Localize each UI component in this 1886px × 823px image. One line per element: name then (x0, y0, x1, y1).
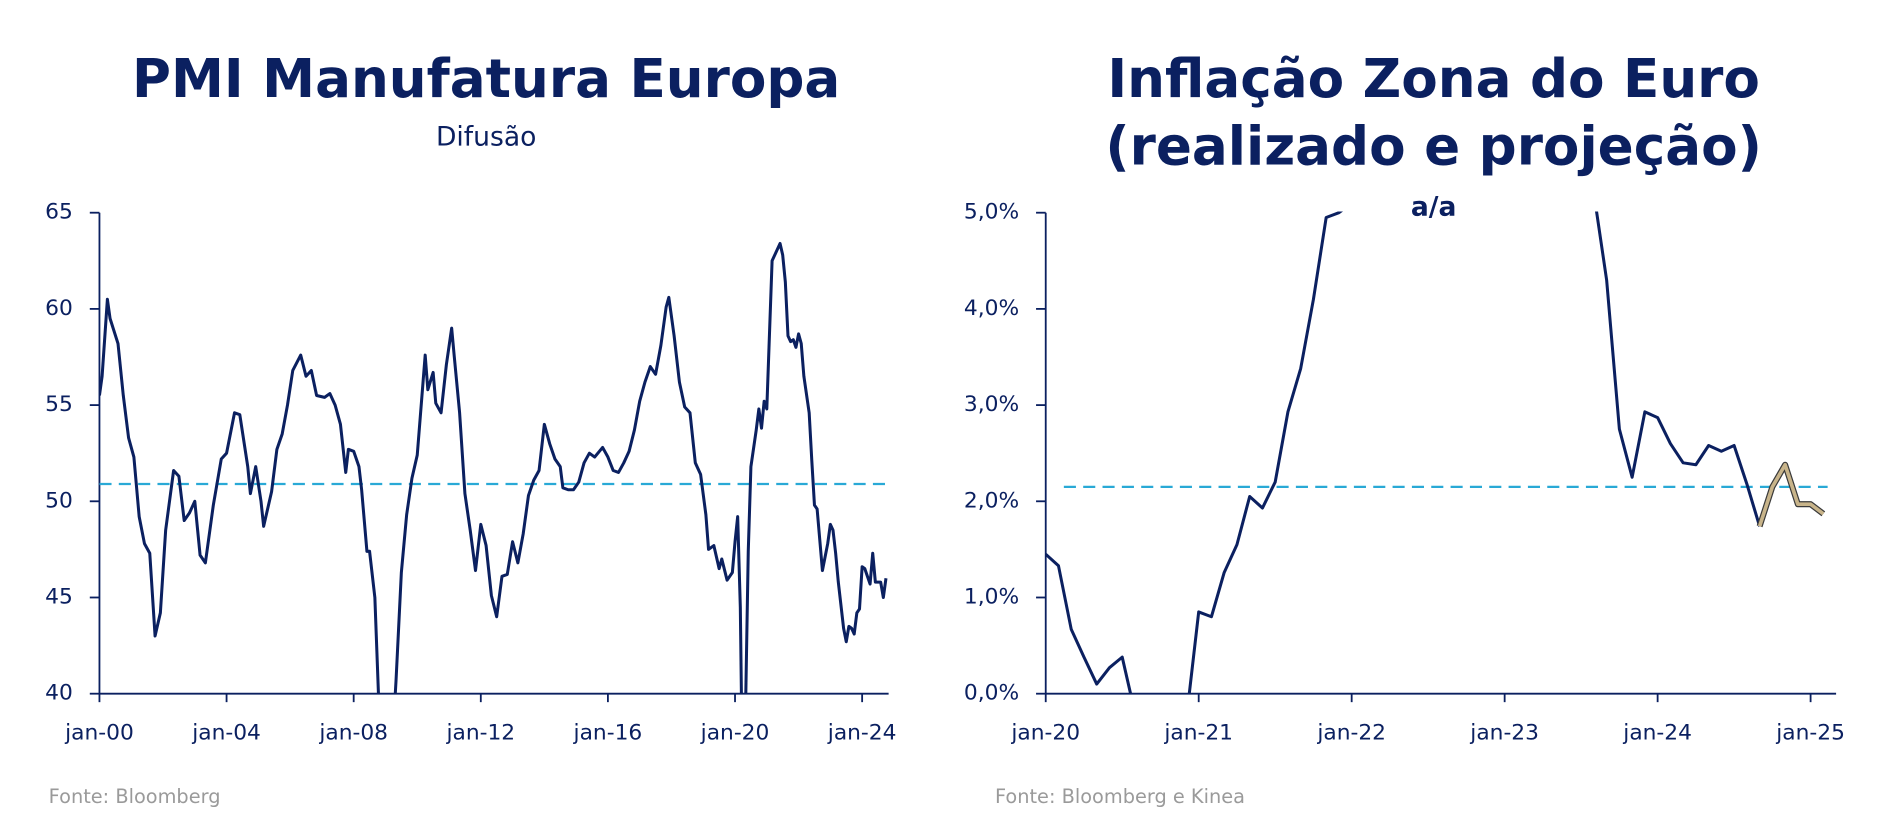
x-tick-label: jan-20 (700, 721, 770, 746)
series-line (1757, 462, 1825, 527)
plot-area (1045, 211, 1826, 694)
x-tick-label: jan-04 (191, 721, 261, 746)
y-tick-label: 2,0% (964, 488, 1019, 513)
y-tick-label: 1,0% (964, 584, 1019, 609)
x-tick-label: jan-24 (1622, 721, 1692, 746)
y-tick-label: 60 (45, 296, 73, 321)
y-tick-label: 45 (45, 584, 73, 609)
y-tick-label: 40 (45, 681, 73, 706)
x-tick-label: jan-21 (1163, 721, 1233, 746)
chart-title: (realizado e projeção) (1105, 115, 1762, 177)
y-tick-label: 50 (45, 488, 73, 513)
x-tick-label: jan-23 (1469, 721, 1539, 746)
y-tick-label: 0,0% (964, 681, 1019, 706)
y-tick-label: 65 (45, 200, 73, 225)
source-note: Fonte: Bloomberg (49, 785, 221, 808)
x-tick-label: jan-22 (1316, 721, 1386, 746)
chart-title: Inflação Zona do Euro (1107, 48, 1760, 110)
chart-title: PMI Manufatura Europa (132, 48, 840, 110)
chart-subtitle: Difusão (436, 121, 536, 152)
series-line (99, 241, 888, 694)
x-tick-label: jan-16 (573, 721, 643, 746)
y-tick-label: 3,0% (964, 392, 1019, 417)
chart-subtitle: a/a (1411, 191, 1457, 222)
x-tick-label: jan-12 (445, 721, 515, 746)
plot-area (99, 241, 888, 694)
x-tick-label: jan-08 (318, 721, 388, 746)
y-tick-label: 5,0% (964, 200, 1019, 225)
x-tick-label: jan-25 (1775, 721, 1845, 746)
series-line (1045, 211, 1762, 694)
source-note: Fonte: Bloomberg e Kinea (995, 785, 1245, 808)
x-tick-label: jan-24 (827, 721, 897, 746)
x-tick-label: jan-20 (1010, 721, 1080, 746)
y-tick-label: 4,0% (964, 296, 1019, 321)
y-tick-label: 55 (45, 392, 73, 417)
x-tick-label: jan-00 (64, 721, 134, 746)
